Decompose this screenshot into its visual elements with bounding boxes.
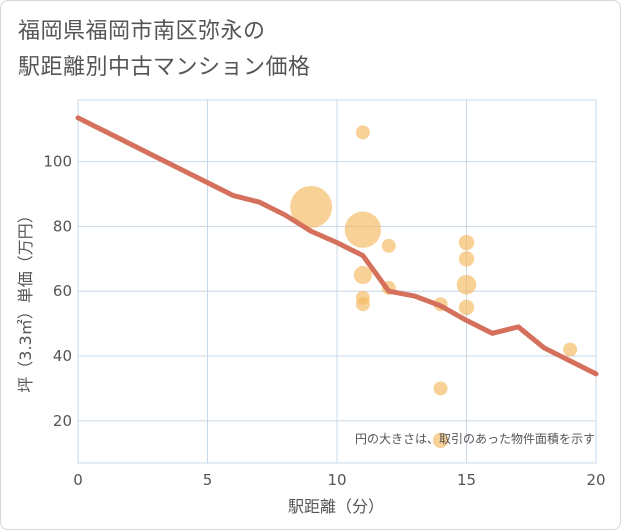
y-tick-labels: 20 40 60 80 100 [43, 153, 72, 430]
x-tick-label: 15 [457, 471, 476, 489]
chart-title: 福岡県福岡市南区弥永の 駅距離別中古マンション価格 [18, 14, 311, 86]
trend-line [75, 115, 599, 377]
bubble-size-note: 円の大きさは、取引のあった物件面積を示す [355, 431, 595, 446]
x-tick-label: 5 [203, 471, 213, 489]
bubble-point [290, 185, 333, 228]
y-tick-label: 60 [53, 282, 72, 300]
bubble-point [433, 381, 448, 396]
title-line-2: 駅距離別中古マンション価格 [18, 55, 311, 80]
y-tick-label: 40 [53, 347, 72, 365]
y-tick-label: 100 [43, 153, 72, 171]
grid-lines [77, 99, 597, 464]
x-axis-label: 駅距離（分） [288, 497, 384, 516]
bubble-point [563, 342, 578, 357]
bubble-point [432, 432, 449, 449]
bubble-point [458, 299, 475, 316]
bubble-point [458, 234, 475, 251]
y-tick-label: 80 [53, 217, 72, 235]
bubble-point [355, 125, 370, 140]
bubble-point [458, 251, 475, 267]
bubble-series [290, 125, 578, 449]
x-tick-labels: 0 5 10 15 20 [73, 471, 605, 489]
bubble-point [355, 297, 370, 312]
y-axis-label: 坪（3.3㎡）単価（万円） [16, 207, 35, 392]
bubble-point [344, 211, 382, 248]
x-tick-label: 0 [73, 471, 83, 489]
bubble-point [456, 274, 477, 295]
bubble-point [353, 265, 372, 285]
x-tick-label: 10 [327, 471, 346, 489]
title-line-1: 福岡県福岡市南区弥永の [18, 19, 266, 44]
y-tick-label: 20 [53, 412, 72, 430]
bubble-point [381, 238, 396, 253]
x-tick-label: 20 [586, 471, 605, 489]
